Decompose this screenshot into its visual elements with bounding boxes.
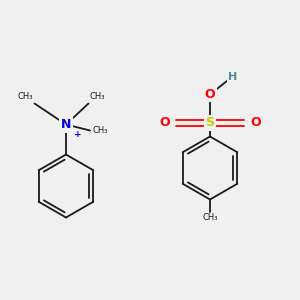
Text: +: + [74, 130, 82, 139]
Text: O: O [205, 88, 215, 101]
Text: N: N [61, 118, 71, 131]
Text: H: H [228, 71, 237, 82]
Text: CH₃: CH₃ [90, 92, 106, 101]
Text: CH₃: CH₃ [17, 92, 33, 101]
Text: CH₃: CH₃ [92, 126, 108, 135]
Text: O: O [160, 116, 170, 130]
Text: O: O [250, 116, 260, 130]
Text: CH₃: CH₃ [202, 213, 218, 222]
Text: S: S [206, 116, 214, 130]
